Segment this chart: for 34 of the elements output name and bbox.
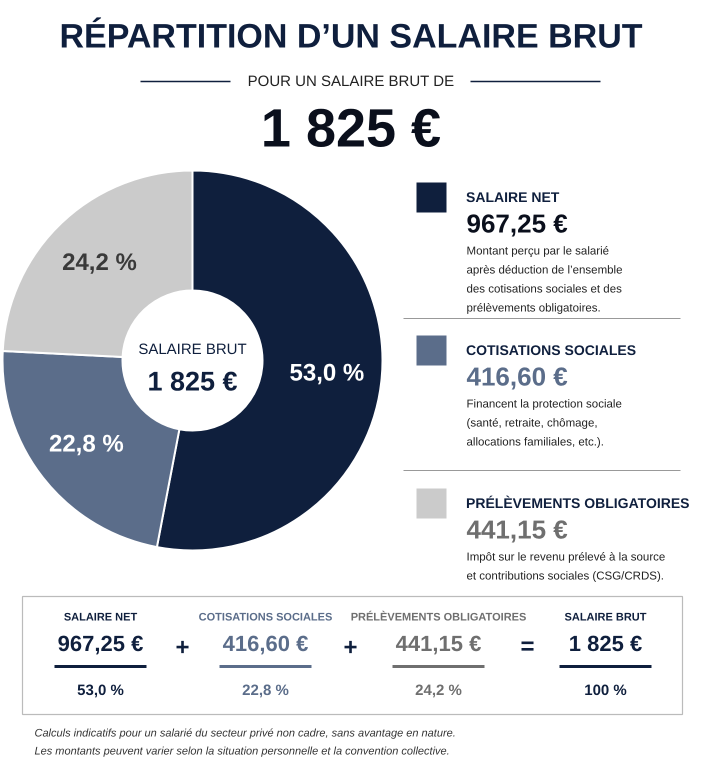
text: 416,60 € xyxy=(466,362,568,392)
text: 1 825 € xyxy=(568,631,642,656)
text: 24,2 % xyxy=(415,682,462,699)
category-label: COTISATIONS SOCIALES xyxy=(198,612,332,624)
legend-label: PRÉLÈVEMENTS OBLIGATOIRES xyxy=(466,495,690,511)
chart-title: RÉPARTITION D’UN SALAIRE BRUT xyxy=(59,16,643,56)
text: 967,25 € xyxy=(466,208,568,238)
data-label: 53,0 % xyxy=(290,360,364,387)
text: 416,60 € xyxy=(222,631,308,656)
text: 100 % xyxy=(584,682,627,699)
data-label: 22,8 % xyxy=(48,430,124,458)
text: Les montants peuvent varier selon la situation personnelle et la convention collective. xyxy=(34,746,450,758)
data-label: 24,2 % xyxy=(62,249,137,276)
slice-label: SALAIRE NET xyxy=(64,612,138,624)
text: Montant perçu par le salarié après déduction de l’ensemble des cotisations sociales et des prélèvements obligatoires. xyxy=(466,246,622,314)
legend-label: COTISATIONS SOCIALES xyxy=(466,342,636,358)
text: SALAIRE BRUT xyxy=(564,612,647,624)
text: Calculs indicatifs pour un salarié du secteur privé non cadre, sans avantage en nature. xyxy=(34,728,456,740)
text: 22,8 % xyxy=(242,682,289,699)
text: 441,15 € xyxy=(466,514,568,544)
text: Financent la protection sociale (santé, retraite, chômage, allocations familiales, etc.). xyxy=(466,398,622,448)
category-label: PRÉLÈVEMENTS OBLIGATOIRES xyxy=(350,612,526,624)
text: 441,15 € xyxy=(396,631,482,656)
text: 1 825 € xyxy=(147,366,238,396)
text: + xyxy=(175,634,190,661)
text: 53,0 % xyxy=(77,682,124,699)
text: + xyxy=(343,634,358,661)
text: = xyxy=(520,633,535,660)
chart-subtitle: POUR UN SALAIRE BRUT DE xyxy=(248,73,454,90)
text: SALAIRE BRUT xyxy=(138,341,247,358)
text: 967,25 € xyxy=(58,631,144,656)
legend-label: SALAIRE NET xyxy=(466,189,560,205)
text: 1 825 € xyxy=(260,98,442,158)
text: Impôt sur le revenu prélevé à la source et contributions sociales (CSG/CRDS). xyxy=(466,552,666,582)
